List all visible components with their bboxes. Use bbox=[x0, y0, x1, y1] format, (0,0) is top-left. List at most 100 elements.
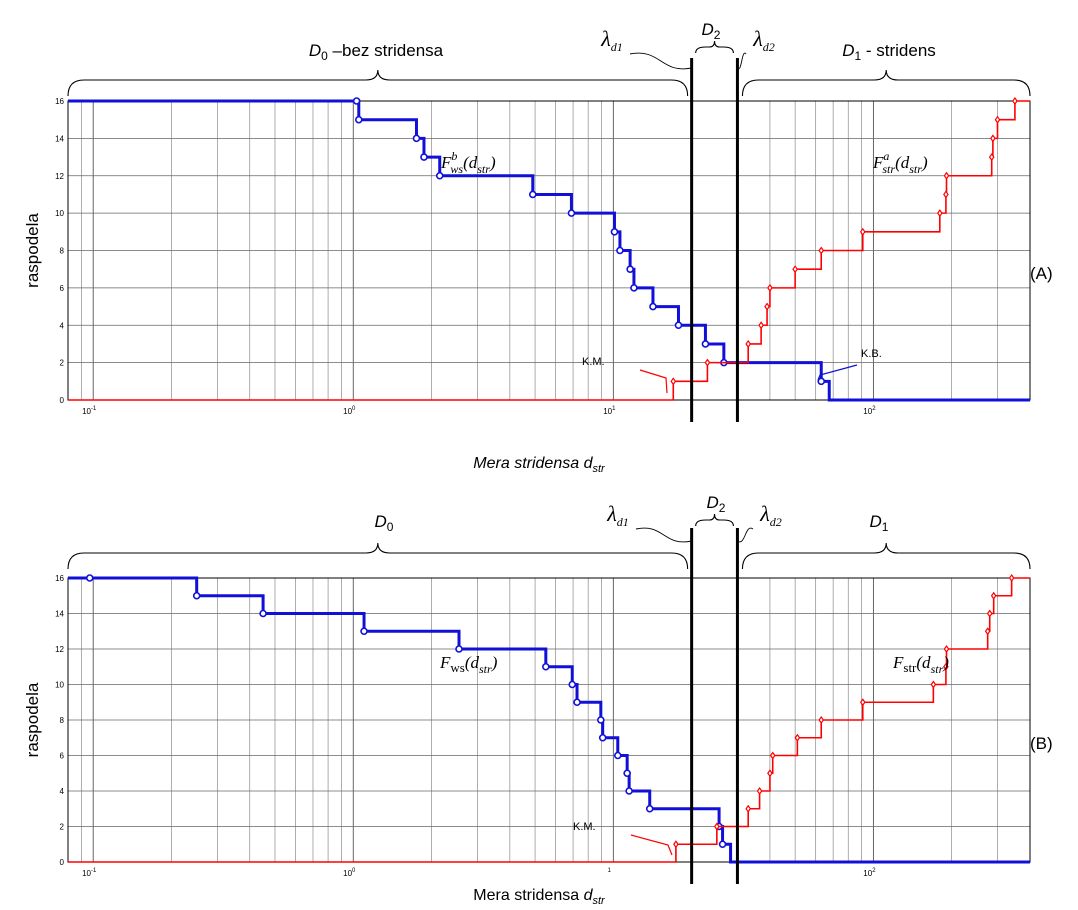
step-line bbox=[68, 577, 1030, 863]
data-point bbox=[930, 680, 937, 689]
region-label: D2 bbox=[702, 20, 721, 42]
data-point bbox=[1012, 96, 1018, 106]
series-label: Fa str(dstr) bbox=[872, 149, 928, 176]
data-point bbox=[645, 804, 654, 813]
y-axis-label: raspodela bbox=[23, 682, 42, 757]
lambda-label: λd1 bbox=[600, 26, 623, 54]
x-tick-label: 10-1 bbox=[82, 406, 97, 416]
panel-a: (A) 0 2 4 6 8 10 12 14 16 10-1 100 101 102 raspodela M… bbox=[23, 20, 1053, 475]
data-point bbox=[767, 769, 773, 778]
y-tick-label: 0 bbox=[60, 858, 65, 867]
series-ws bbox=[68, 97, 1030, 402]
data-point bbox=[192, 591, 201, 600]
brace-d0 bbox=[67, 542, 689, 570]
data-point bbox=[764, 302, 770, 311]
series-str bbox=[68, 573, 1030, 863]
data-point bbox=[568, 680, 577, 689]
data-point bbox=[1008, 573, 1015, 583]
data-point bbox=[673, 840, 679, 849]
callout-leader bbox=[630, 834, 673, 856]
data-point bbox=[613, 751, 622, 760]
step-line bbox=[68, 100, 1030, 401]
data-point bbox=[718, 840, 727, 849]
data-point bbox=[817, 377, 826, 386]
x-tick-label: 10-1 bbox=[82, 868, 97, 878]
data-point bbox=[259, 609, 267, 618]
lambda-label: λd2 bbox=[759, 501, 782, 529]
y-tick-label: 14 bbox=[55, 610, 64, 619]
data-point bbox=[598, 733, 607, 742]
y-tick-label: 4 bbox=[60, 787, 65, 796]
data-point bbox=[597, 716, 605, 724]
data-point bbox=[936, 209, 943, 218]
x-tick-label: 1 bbox=[608, 868, 612, 874]
callout-leader bbox=[817, 364, 858, 381]
data-point bbox=[994, 115, 1001, 124]
series-str bbox=[68, 96, 1030, 401]
lambda-leader bbox=[737, 52, 747, 70]
brace-d0 bbox=[67, 69, 689, 97]
brace-d2 bbox=[695, 40, 734, 54]
data-point bbox=[420, 153, 428, 161]
region-label: D0 –bez stridensa bbox=[309, 41, 444, 63]
data-point bbox=[625, 787, 633, 795]
y-tick-label: 16 bbox=[55, 574, 64, 583]
brace-d1 bbox=[741, 69, 1031, 97]
x-tick-label: 101 bbox=[603, 406, 616, 416]
y-tick-label: 14 bbox=[55, 134, 64, 143]
data-point bbox=[990, 591, 997, 600]
data-point bbox=[714, 822, 720, 831]
series-label: Fb ws(dstr) bbox=[440, 149, 496, 176]
data-point bbox=[630, 284, 638, 292]
callout-label: K.B. bbox=[861, 348, 882, 360]
x-axis-label: Mera stridensa dstr bbox=[473, 887, 606, 907]
data-point bbox=[792, 265, 798, 274]
data-point bbox=[623, 769, 631, 778]
data-point bbox=[567, 209, 576, 217]
lambda-leader bbox=[635, 527, 692, 543]
data-point bbox=[610, 228, 619, 236]
panel-a-label: (A) bbox=[1030, 264, 1053, 283]
y-tick-label: 8 bbox=[60, 247, 65, 256]
y-axis-label: raspodela bbox=[23, 213, 42, 288]
data-point bbox=[943, 644, 950, 654]
y-tick-label: 0 bbox=[60, 396, 65, 405]
y-tick-label: 6 bbox=[60, 752, 65, 761]
data-point bbox=[818, 715, 825, 725]
data-point bbox=[984, 627, 991, 636]
data-point bbox=[745, 339, 752, 348]
y-tick-label: 6 bbox=[60, 284, 65, 293]
y-tick-label: 8 bbox=[60, 716, 65, 725]
data-point bbox=[542, 662, 550, 671]
series-label: Fstr(dstr) bbox=[892, 653, 949, 676]
data-point bbox=[701, 340, 710, 348]
data-point bbox=[455, 645, 463, 653]
y-tick-label: 16 bbox=[55, 97, 64, 106]
data-point bbox=[528, 190, 537, 199]
data-point bbox=[649, 302, 657, 311]
data-point bbox=[859, 227, 866, 236]
data-point bbox=[745, 804, 752, 813]
data-point bbox=[943, 190, 949, 199]
y-tick-label: 12 bbox=[55, 172, 64, 181]
y-tick-label: 2 bbox=[60, 823, 65, 832]
data-point bbox=[818, 246, 825, 255]
data-point bbox=[767, 283, 773, 292]
series-label: Fws(dstr) bbox=[439, 653, 498, 676]
region-label: D1 - stridens bbox=[842, 41, 936, 63]
data-point bbox=[85, 574, 94, 582]
data-point bbox=[616, 246, 624, 255]
x-axis-label: Mera stridensa dstr bbox=[473, 455, 606, 475]
y-tick-label: 12 bbox=[55, 645, 64, 654]
callout-label: K.M. bbox=[582, 356, 605, 368]
data-point bbox=[756, 786, 763, 796]
data-point bbox=[412, 134, 421, 143]
x-tick-label: 100 bbox=[343, 406, 356, 416]
data-point bbox=[988, 153, 995, 162]
y-tick-label: 10 bbox=[55, 681, 64, 690]
y-tick-label: 10 bbox=[55, 209, 64, 218]
y-tick-label: 4 bbox=[60, 321, 65, 330]
region-label: D1 bbox=[870, 512, 889, 534]
data-point bbox=[990, 134, 996, 143]
